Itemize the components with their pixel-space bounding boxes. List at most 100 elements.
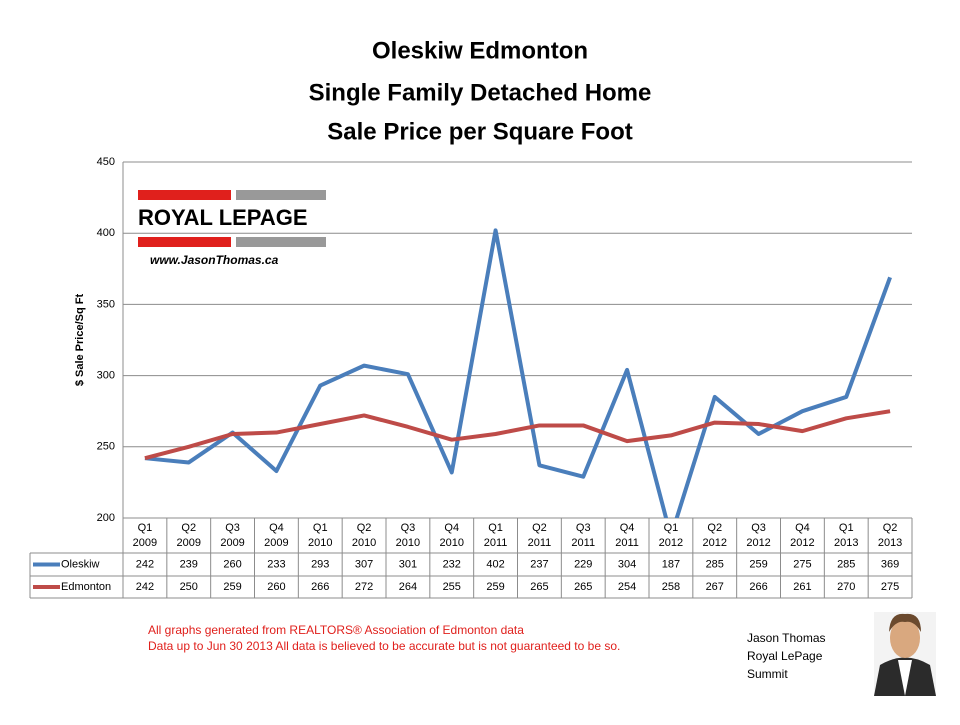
table-value: 267 <box>706 581 724 593</box>
x-tick-label: Q2 <box>181 522 196 534</box>
logo-stripes <box>236 190 326 200</box>
x-tick-label: Q1 <box>664 522 679 534</box>
table-value: 304 <box>618 558 636 570</box>
x-tick-label: Q4 <box>795 522 810 534</box>
x-tick-label: 2012 <box>659 537 683 549</box>
agent-name: Jason Thomas <box>747 631 826 645</box>
chart-title: Sale Price per Square Foot <box>327 118 632 145</box>
x-tick-label: 2009 <box>264 537 288 549</box>
x-tick-label: 2011 <box>571 537 595 549</box>
logo-bar <box>138 237 231 247</box>
x-tick-label: 2010 <box>440 537 464 549</box>
x-tick-label: 2010 <box>308 537 332 549</box>
x-tick-label: Q4 <box>269 522 284 534</box>
y-tick-label: 450 <box>97 156 115 168</box>
agent-photo <box>874 612 936 696</box>
table-value: 301 <box>399 558 417 570</box>
logo-bar <box>138 190 231 200</box>
y-tick-label: 300 <box>97 370 115 382</box>
table-value: 307 <box>355 558 373 570</box>
logo-stripes <box>236 237 326 247</box>
x-tick-label: 2012 <box>703 537 727 549</box>
table-value: 232 <box>443 558 461 570</box>
table-value: 260 <box>267 581 285 593</box>
x-tick-label: 2010 <box>396 537 420 549</box>
table-value: 242 <box>136 581 154 593</box>
series-line <box>144 228 892 518</box>
footer-note: All graphs generated from REALTORS® Asso… <box>148 623 524 637</box>
table-value: 266 <box>311 581 329 593</box>
table-value: 261 <box>793 581 811 593</box>
y-axis-label: $ Sale Price/Sq Ft <box>74 294 86 387</box>
table-value: 285 <box>706 558 724 570</box>
table-value: 264 <box>399 581 417 593</box>
x-tick-label: Q2 <box>883 522 898 534</box>
x-tick-label: Q2 <box>357 522 372 534</box>
table-value: 237 <box>530 558 548 570</box>
x-tick-label: 2013 <box>878 537 902 549</box>
logo-brand: ROYAL LEPAGE <box>138 205 308 230</box>
series-line <box>144 409 891 461</box>
x-tick-label: Q3 <box>751 522 766 534</box>
table-value: 239 <box>180 558 198 570</box>
x-tick-label: Q1 <box>138 522 153 534</box>
legend-label: Oleskiw <box>61 558 100 570</box>
table-value: 259 <box>749 558 767 570</box>
table-value: 270 <box>837 581 855 593</box>
table-value: 293 <box>311 558 329 570</box>
x-tick-label: 2012 <box>746 537 770 549</box>
table-value: 275 <box>793 558 811 570</box>
table-value: 266 <box>749 581 767 593</box>
x-tick-label: Q3 <box>576 522 591 534</box>
x-tick-label: 2010 <box>352 537 376 549</box>
table-value: 285 <box>837 558 855 570</box>
table-value: 254 <box>618 581 636 593</box>
x-tick-label: Q4 <box>444 522 459 534</box>
table-value: 187 <box>662 558 680 570</box>
x-tick-label: Q1 <box>488 522 503 534</box>
x-tick-label: 2011 <box>615 537 639 549</box>
x-tick-label: 2009 <box>177 537 201 549</box>
table-value: 272 <box>355 581 373 593</box>
x-tick-label: 2009 <box>133 537 157 549</box>
table-value: 402 <box>486 558 504 570</box>
logo: ROYAL LEPAGE www.JasonThomas.ca <box>138 190 326 267</box>
y-tick-label: 250 <box>97 441 115 453</box>
table-value: 233 <box>267 558 285 570</box>
x-tick-label: 2011 <box>484 537 508 549</box>
footer-note: Data up to Jun 30 2013 All data is belie… <box>148 639 620 653</box>
x-tick-label: 2012 <box>790 537 814 549</box>
x-tick-label: 2009 <box>220 537 244 549</box>
agent-name: Summit <box>747 667 788 681</box>
table-value: 369 <box>881 558 899 570</box>
y-tick-label: 400 <box>97 227 115 239</box>
x-tick-label: Q4 <box>620 522 635 534</box>
x-tick-label: Q2 <box>707 522 722 534</box>
legend-label: Edmonton <box>61 581 111 593</box>
table-value: 265 <box>574 581 592 593</box>
logo-url: www.JasonThomas.ca <box>150 253 279 267</box>
x-tick-label: Q2 <box>532 522 547 534</box>
x-tick-label: 2013 <box>834 537 858 549</box>
table-value: 259 <box>486 581 504 593</box>
x-tick-label: Q1 <box>839 522 854 534</box>
chart-title: Oleskiw Edmonton <box>372 37 588 64</box>
x-tick-label: 2011 <box>528 537 552 549</box>
chart-title: Single Family Detached Home <box>309 79 652 106</box>
table-value: 250 <box>180 581 198 593</box>
table-value: 259 <box>223 581 241 593</box>
x-tick-label: Q1 <box>313 522 328 534</box>
agent-name: Royal LePage <box>747 649 823 663</box>
y-tick-label: 350 <box>97 298 115 310</box>
table-value: 242 <box>136 558 154 570</box>
table-value: 265 <box>530 581 548 593</box>
table-value: 258 <box>662 581 680 593</box>
table-value: 260 <box>223 558 241 570</box>
y-tick-label: 200 <box>97 512 115 524</box>
x-tick-label: Q3 <box>401 522 416 534</box>
x-tick-label: Q3 <box>225 522 240 534</box>
table-value: 229 <box>574 558 592 570</box>
table-value: 275 <box>881 581 899 593</box>
table-value: 255 <box>443 581 461 593</box>
